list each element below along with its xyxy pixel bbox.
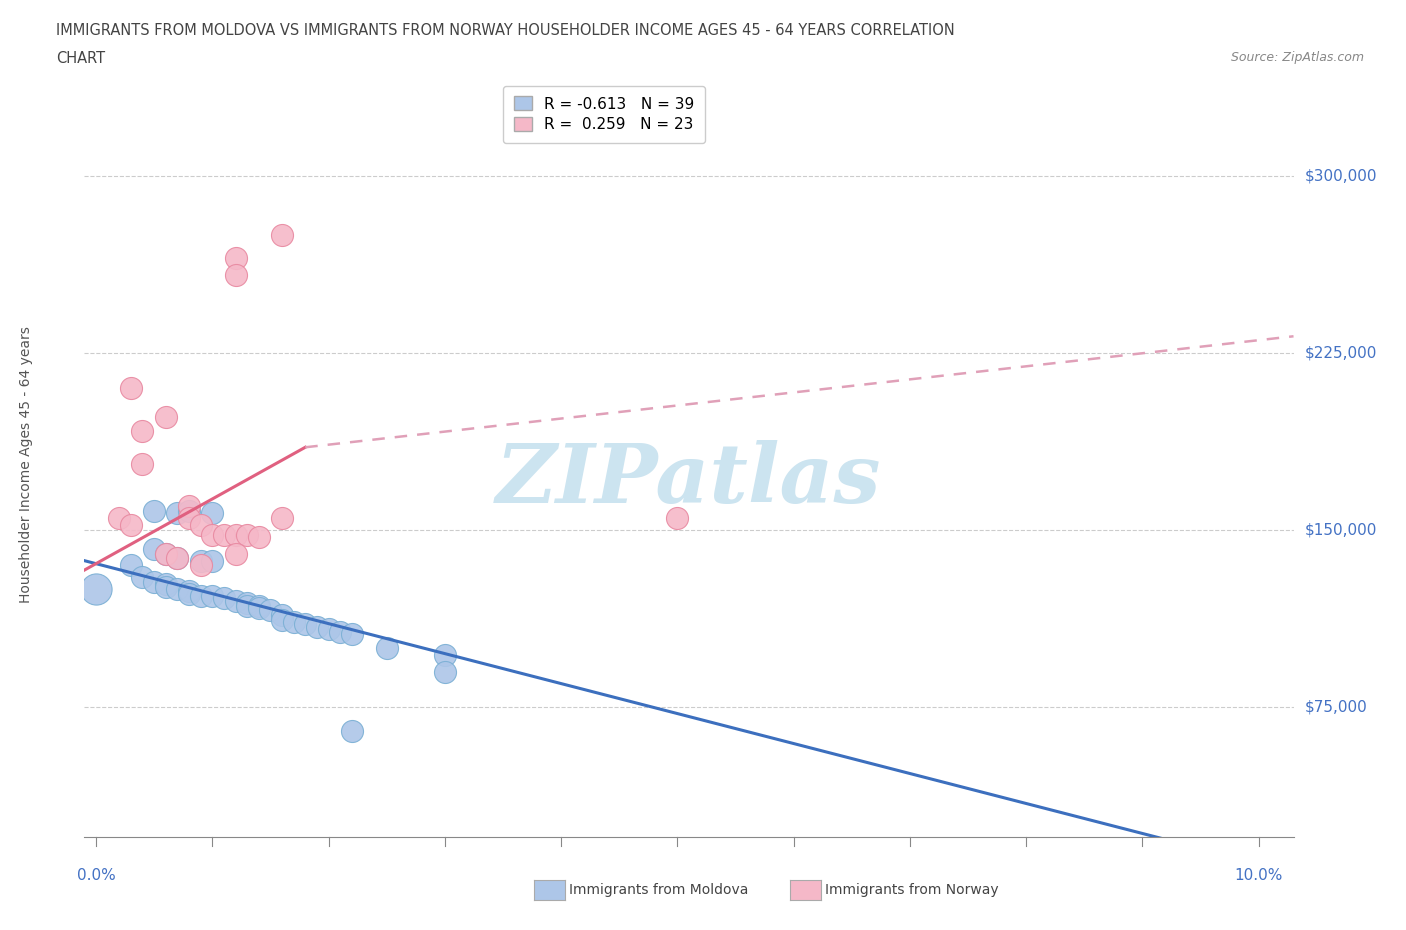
- Point: [190, 558, 212, 573]
- Point: [201, 527, 224, 542]
- Point: [294, 617, 316, 631]
- Text: IMMIGRANTS FROM MOLDOVA VS IMMIGRANTS FROM NORWAY HOUSEHOLDER INCOME AGES 45 - 6: IMMIGRANTS FROM MOLDOVA VS IMMIGRANTS FR…: [56, 23, 955, 38]
- Point: [375, 641, 398, 656]
- Point: [201, 589, 224, 604]
- Text: Source: ZipAtlas.com: Source: ZipAtlas.com: [1230, 51, 1364, 64]
- Point: [433, 664, 456, 679]
- Point: [190, 553, 212, 568]
- Point: [225, 251, 247, 266]
- Point: [166, 581, 188, 596]
- Point: [259, 603, 281, 618]
- Point: [433, 647, 456, 662]
- Text: Householder Income Ages 45 - 64 years: Householder Income Ages 45 - 64 years: [20, 326, 34, 604]
- Point: [84, 581, 107, 596]
- Text: 10.0%: 10.0%: [1234, 868, 1282, 883]
- Point: [166, 551, 188, 565]
- Point: [155, 577, 177, 591]
- Point: [166, 551, 188, 565]
- Point: [190, 589, 212, 604]
- Point: [318, 622, 340, 637]
- Point: [177, 586, 200, 601]
- Point: [177, 504, 200, 519]
- Point: [108, 511, 131, 525]
- Point: [155, 546, 177, 561]
- Point: [143, 575, 166, 590]
- Point: [225, 546, 247, 561]
- Point: [155, 579, 177, 594]
- Point: [236, 598, 259, 613]
- Point: [155, 409, 177, 424]
- Point: [340, 724, 363, 738]
- Point: [212, 591, 235, 605]
- Point: [271, 612, 294, 627]
- Point: [271, 511, 294, 525]
- Text: Immigrants from Norway: Immigrants from Norway: [825, 883, 998, 897]
- Point: [190, 518, 212, 533]
- Point: [225, 527, 247, 542]
- Text: Immigrants from Moldova: Immigrants from Moldova: [569, 883, 749, 897]
- Point: [201, 553, 224, 568]
- Point: [666, 511, 689, 525]
- Point: [131, 457, 153, 472]
- Text: $150,000: $150,000: [1305, 523, 1376, 538]
- Point: [120, 380, 142, 395]
- Point: [225, 593, 247, 608]
- Point: [247, 529, 270, 544]
- Point: [212, 527, 235, 542]
- Point: [236, 527, 259, 542]
- Text: $300,000: $300,000: [1305, 168, 1376, 183]
- Point: [247, 601, 270, 616]
- Point: [225, 268, 247, 283]
- Text: 0.0%: 0.0%: [76, 868, 115, 883]
- Text: $225,000: $225,000: [1305, 345, 1376, 360]
- Point: [177, 584, 200, 599]
- Point: [236, 596, 259, 611]
- Point: [201, 506, 224, 521]
- Point: [120, 558, 142, 573]
- Point: [271, 607, 294, 622]
- Legend: R = -0.613   N = 39, R =  0.259   N = 23: R = -0.613 N = 39, R = 0.259 N = 23: [503, 86, 706, 142]
- Point: [305, 619, 328, 634]
- Point: [166, 506, 188, 521]
- Point: [340, 627, 363, 642]
- Point: [329, 624, 352, 639]
- Text: $75,000: $75,000: [1305, 699, 1368, 714]
- Point: [131, 570, 153, 585]
- Point: [131, 423, 153, 438]
- Point: [271, 227, 294, 242]
- Point: [120, 518, 142, 533]
- Point: [247, 598, 270, 613]
- Text: CHART: CHART: [56, 51, 105, 66]
- Point: [283, 615, 305, 630]
- Point: [177, 498, 200, 513]
- Point: [143, 504, 166, 519]
- Text: ZIPatlas: ZIPatlas: [496, 440, 882, 520]
- Point: [177, 511, 200, 525]
- Point: [155, 546, 177, 561]
- Point: [143, 541, 166, 556]
